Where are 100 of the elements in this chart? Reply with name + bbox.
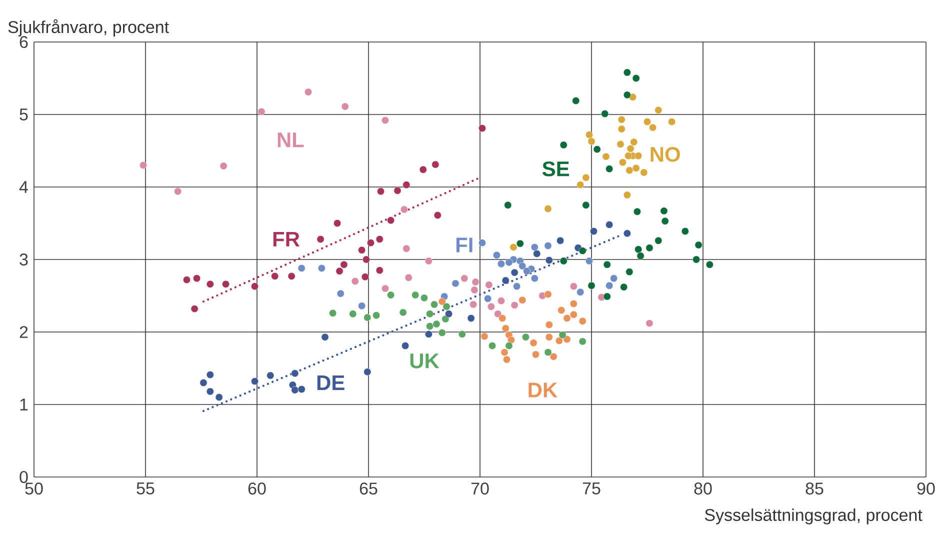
x-axis-title: Sysselsättningsgrad, procent [704,508,922,524]
point [487,302,495,310]
point [634,246,642,254]
point [570,282,578,290]
point [616,140,624,148]
point [522,333,530,341]
point [578,338,586,346]
point [291,386,299,394]
point [618,116,626,124]
point [544,348,552,356]
point [341,102,349,110]
point [434,212,442,220]
point [530,274,538,282]
point [206,371,214,379]
point [572,96,580,104]
point [460,274,468,282]
point [206,388,214,396]
y-axis-title: Sjukfrånvaro, procent [8,19,169,36]
y-tick-label: 6 [20,36,28,48]
point [438,328,446,336]
point [298,386,306,394]
point [510,268,518,276]
point [412,291,420,299]
point [556,236,564,244]
point [606,220,614,228]
point [558,306,566,314]
point [387,291,395,299]
point [364,314,372,322]
point [516,240,524,248]
point [661,217,669,225]
point [445,310,453,318]
point [361,273,369,281]
point [532,350,540,358]
point [632,74,640,82]
point [502,324,510,332]
point [140,162,148,170]
point [174,188,182,196]
point [530,243,538,251]
point [432,160,440,168]
point [634,152,642,160]
point [377,188,385,196]
point [200,379,208,386]
point [467,314,475,322]
point [336,290,344,298]
point [497,297,505,305]
point [533,250,541,258]
point [624,152,632,160]
point [452,280,460,288]
point [544,205,552,212]
point [582,174,590,182]
x-tick-label: 65 [360,482,378,495]
point [644,118,652,126]
point [602,152,610,160]
point [251,282,259,290]
series-label: NO [650,146,680,162]
series-label: FR [273,232,300,246]
point [438,298,446,306]
point [316,235,324,243]
point [364,368,372,376]
point [488,342,496,350]
point [484,294,492,302]
point [505,258,513,266]
point [606,165,614,173]
point [404,274,412,282]
point [402,181,410,189]
y-tick-label: 4 [19,181,28,193]
point [470,286,478,294]
point [505,342,513,350]
series-label: DE [317,376,344,390]
point [692,256,700,264]
point [606,282,614,290]
point [266,372,274,380]
point [358,246,366,254]
point [588,282,596,290]
point [298,264,306,272]
point [626,268,634,276]
x-tick-label: 50 [25,482,43,495]
point [183,276,191,284]
point [502,276,510,284]
point [640,168,648,176]
point [654,236,662,244]
point [510,301,518,309]
point [498,314,506,322]
point [545,333,553,341]
point [480,332,488,340]
point [590,227,598,235]
point [376,235,384,243]
point [623,68,631,76]
point [222,280,230,288]
point [304,88,312,96]
point [366,239,374,247]
y-tick-label: 1 [20,398,28,410]
point [334,220,342,227]
point [646,320,654,328]
point [497,260,505,268]
series-label: SE [542,161,570,176]
point [518,296,526,304]
x-tick-label: 90 [917,482,935,495]
series-label: UK [410,354,440,368]
point [485,281,493,289]
